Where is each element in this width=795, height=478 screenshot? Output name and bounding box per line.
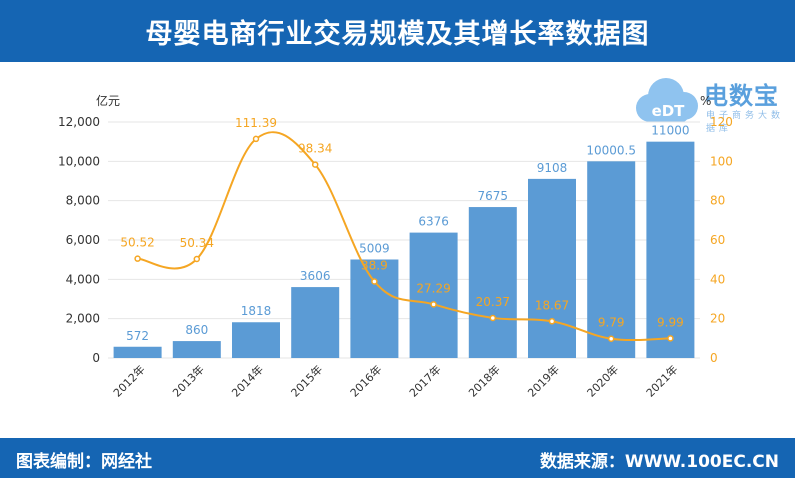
bar (113, 346, 162, 358)
y-left-axis: 0 2,000 4,000 6,000 8,000 10,000 12,000 (58, 115, 100, 365)
x-tick-label: 2019年 (525, 362, 562, 399)
line-point (311, 161, 319, 168)
line-point (193, 255, 201, 263)
x-tick-label: 2021年 (643, 362, 680, 399)
bar-value-label: 1818 (241, 304, 272, 318)
y-right-tick-label: 60 (710, 233, 725, 247)
svg-text:eDT: eDT (652, 102, 686, 120)
x-tick-label: 2015年 (288, 362, 325, 399)
footer-source: 数据来源：WWW.100EC.CN (539, 452, 779, 472)
bar (587, 161, 636, 358)
line-value-labels: 50.52 50.34 111.39 98.34 38.9 27.29 20.37 18.67… (120, 116, 683, 330)
chart-area: 亿元 % 0 2,000 4,000 6,000 8,000 10,000 12,000 0… (58, 93, 733, 400)
footer-bar: 图表编制：网经社 数据来源：WWW.100EC.CN (0, 438, 795, 478)
x-tick-label: 2012年 (110, 362, 147, 399)
bar-value-label: 6376 (418, 215, 449, 229)
y-right-tick-label: 20 (710, 312, 725, 326)
line-value-label: 27.29 (416, 281, 450, 295)
y-left-tick-label: 10,000 (58, 154, 100, 168)
line-value-label: 50.52 (120, 236, 154, 250)
line-point (489, 314, 497, 322)
y-left-tick-label: 0 (92, 351, 100, 365)
y-right-unit: % (700, 94, 711, 108)
line-point (607, 335, 615, 342)
line-points (134, 135, 674, 342)
x-tick-label: 2017年 (406, 362, 443, 399)
bar (172, 341, 221, 358)
line-value-label: 50.34 (180, 236, 214, 250)
logo-text: 电数宝 (704, 82, 779, 110)
line-value-label: 18.67 (535, 298, 569, 312)
line-value-label: 9.99 (657, 315, 684, 329)
y-right-tick-label: 80 (710, 194, 725, 208)
line-value-label: 9.79 (598, 316, 625, 330)
y-right-tick-label: 0 (710, 351, 718, 365)
bar-value-label: 10000.5 (586, 143, 636, 157)
x-axis: 2012年 2013年 2014年 2015年 2016年 2017年 2018年 2019年… (110, 362, 680, 399)
y-right-axis: 0 20 40 60 80 100 120 (710, 115, 733, 365)
bar (646, 141, 695, 358)
bar-value-label: 11000 (651, 124, 689, 138)
x-tick-label: 2018年 (465, 362, 502, 399)
logo-subtitle: 电子商务大数据库 (706, 111, 785, 134)
y-left-tick-label: 4,000 (66, 272, 100, 286)
line-point (252, 135, 260, 143)
line-point (667, 335, 674, 342)
bar-value-label: 7675 (478, 189, 509, 203)
bar-value-label: 3606 (300, 269, 331, 283)
bar-value-label: 9108 (537, 161, 568, 175)
y-right-tick-label: 40 (710, 272, 725, 286)
line-point (134, 255, 141, 262)
x-tick-label: 2014年 (229, 362, 266, 399)
y-left-unit: 亿元 (96, 93, 120, 108)
line-point (548, 318, 556, 325)
header-bar: 母婴电商行业交易规模及其增长率数据图 (0, 0, 795, 62)
line-value-label: 20.37 (476, 295, 510, 309)
chart-title: 母婴电商行业交易规模及其增长率数据图 (145, 18, 650, 50)
bar (350, 259, 399, 358)
line-point (371, 278, 378, 285)
line-value-label: 98.34 (298, 142, 332, 156)
line-point (430, 301, 437, 308)
y-right-tick-label: 120 (710, 115, 733, 129)
bar (291, 287, 340, 358)
y-right-tick-label: 100 (710, 154, 733, 168)
bar (409, 232, 458, 358)
y-left-tick-label: 6,000 (66, 233, 100, 247)
bar-value-labels: 572 860 1818 3606 5009 6376 7675 9108 10000.5 110… (126, 124, 689, 343)
bar-value-label: 860 (185, 323, 208, 337)
bar (528, 178, 576, 358)
y-left-tick-label: 8,000 (66, 194, 100, 208)
footer-credit: 图表编制：网经社 (16, 452, 152, 472)
bar-value-label: 5009 (359, 241, 390, 255)
y-left-tick-label: 12,000 (58, 115, 100, 129)
line-value-label: 111.39 (235, 116, 277, 130)
bar (468, 207, 517, 358)
cloud-icon: eDT (636, 78, 698, 122)
x-tick-label: 2016年 (347, 362, 384, 399)
logo: eDT 电数宝 电子商务大数据库 (628, 70, 790, 134)
bar-value-label: 572 (126, 329, 149, 343)
y-left-tick-label: 2,000 (66, 312, 100, 326)
bar-series (113, 141, 695, 358)
bar (232, 322, 280, 358)
x-tick-label: 2013年 (169, 362, 206, 399)
x-tick-label: 2020年 (584, 362, 621, 399)
line-value-label: 38.9 (361, 258, 388, 272)
